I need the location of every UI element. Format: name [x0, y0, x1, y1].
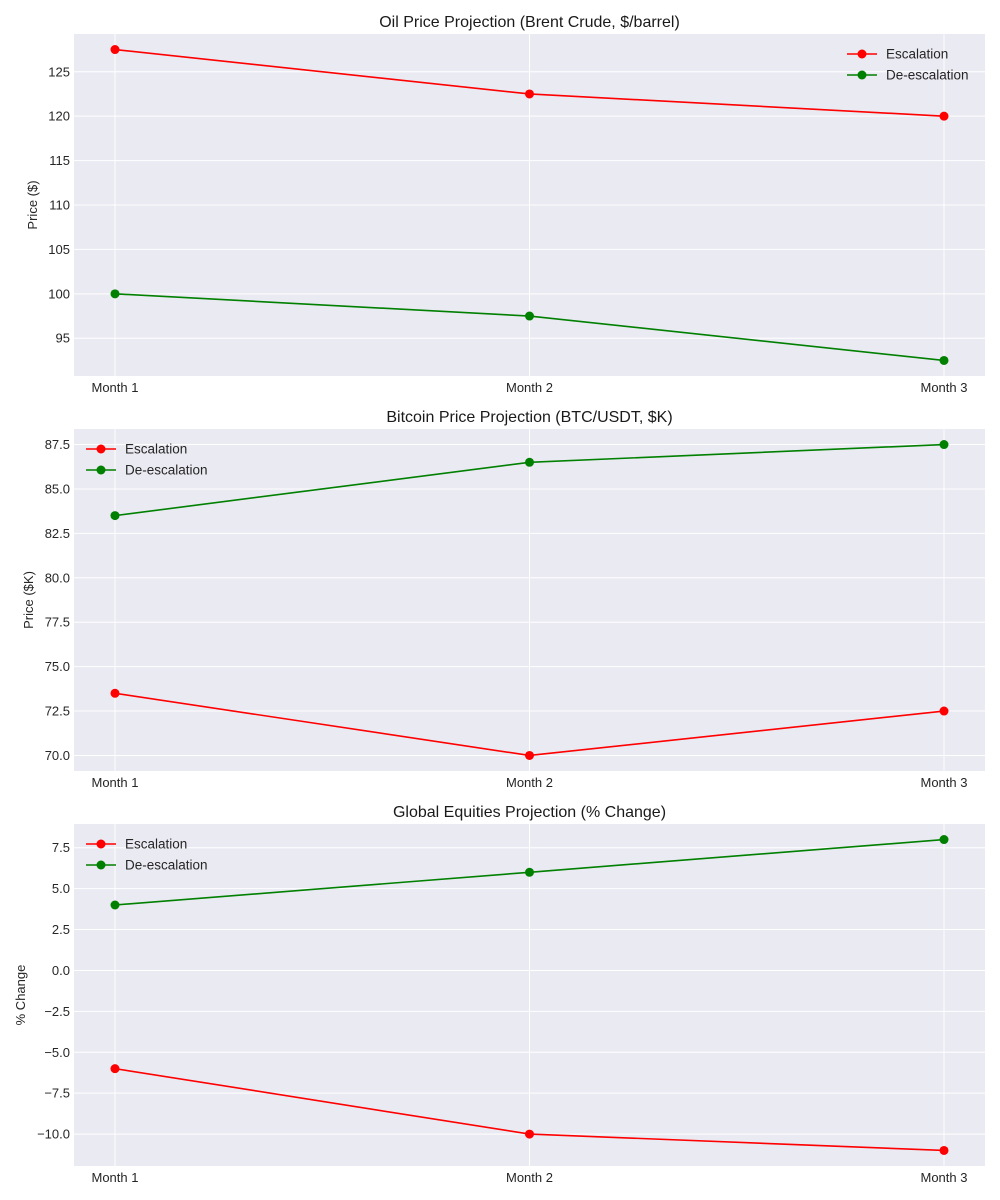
data-point-escalation: [939, 1145, 949, 1155]
chart-title: Bitcoin Price Projection (BTC/USDT, $K): [386, 409, 672, 426]
x-tick-label: Month 1: [92, 775, 139, 790]
data-point-de-escalation: [525, 867, 534, 877]
x-tick-label: Month 3: [921, 1170, 968, 1185]
y-tick-label: 82.5: [45, 526, 70, 541]
data-point-de-escalation: [110, 289, 120, 299]
x-tick-label: Month 2: [506, 775, 553, 790]
legend-marker-escalation: [96, 839, 106, 849]
y-axis-label: % Change: [13, 965, 28, 1026]
data-point-de-escalation: [110, 900, 120, 910]
data-point-escalation: [939, 111, 949, 121]
data-point-escalation: [525, 750, 534, 760]
legend-marker-escalation: [857, 49, 867, 59]
legend-marker-de-escalation: [96, 860, 106, 870]
y-tick-label: 80.0: [45, 570, 70, 585]
y-tick-label: 70.0: [45, 748, 70, 763]
y-tick-label: 120: [48, 109, 70, 124]
y-tick-label: 110: [49, 198, 70, 213]
legend-label: De-escalation: [886, 68, 969, 83]
data-point-de-escalation: [110, 511, 120, 521]
y-tick-label: −2.5: [44, 1004, 70, 1019]
legend-marker-de-escalation: [96, 465, 106, 475]
y-tick-label: 95: [56, 331, 70, 346]
x-tick-label: Month 2: [506, 380, 553, 395]
data-point-de-escalation: [939, 440, 949, 450]
chart-panel-1: Oil Price Projection (Brent Crude, $/bar…: [25, 14, 985, 395]
y-tick-label: 72.5: [45, 704, 70, 719]
y-tick-label: 115: [49, 153, 70, 168]
legend-label: De-escalation: [125, 858, 208, 873]
chart-title: Oil Price Projection (Brent Crude, $/bar…: [379, 14, 680, 31]
x-tick-label: Month 3: [921, 775, 968, 790]
legend: Escalation De-escalation: [847, 47, 969, 83]
y-tick-label: 2.5: [52, 922, 70, 937]
y-tick-label: 0.0: [52, 963, 70, 978]
y-tick-label: 85.0: [45, 481, 70, 496]
x-tick-label: Month 1: [92, 1170, 139, 1185]
chart-panel-2: Bitcoin Price Projection (BTC/USDT, $K) P…: [21, 409, 985, 790]
y-tick-label: 100: [48, 286, 70, 301]
chart-title: Global Equities Projection (% Change): [393, 804, 666, 821]
legend-label: De-escalation: [125, 463, 208, 478]
data-point-de-escalation: [939, 835, 949, 845]
y-tick-label: 5.0: [52, 881, 70, 896]
legend: Escalation De-escalation: [86, 442, 208, 478]
y-tick-label: 77.5: [45, 615, 70, 630]
data-point-de-escalation: [525, 311, 534, 321]
y-tick-label: 87.5: [45, 437, 70, 452]
y-tick-label: 125: [48, 64, 70, 79]
y-axis-label: Price ($K): [21, 571, 36, 629]
x-tick-label: Month 1: [92, 380, 139, 395]
y-axis-label: Price ($): [25, 180, 40, 229]
y-tick-label: −5.0: [44, 1045, 70, 1060]
data-point-escalation: [110, 1064, 120, 1074]
chart-panel-3: Global Equities Projection (% Change) % C…: [13, 804, 985, 1185]
legend-marker-de-escalation: [857, 70, 867, 80]
y-tick-label: 75.0: [45, 659, 70, 674]
y-tick-label: −7.5: [44, 1086, 70, 1101]
data-point-escalation: [110, 688, 120, 698]
y-tick-label: 105: [48, 242, 70, 257]
data-point-escalation: [110, 45, 120, 55]
legend-label: Escalation: [125, 442, 187, 457]
legend-label: Escalation: [125, 837, 187, 852]
legend-marker-escalation: [96, 444, 106, 454]
legend: Escalation De-escalation: [86, 837, 208, 873]
x-tick-label: Month 2: [506, 1170, 553, 1185]
data-point-de-escalation: [525, 457, 534, 467]
data-point-escalation: [525, 89, 534, 99]
legend-label: Escalation: [886, 47, 948, 62]
y-tick-label: 7.5: [52, 840, 70, 855]
y-tick-label: −10.0: [37, 1127, 70, 1142]
x-tick-label: Month 3: [921, 380, 968, 395]
data-point-escalation: [525, 1129, 534, 1139]
data-point-escalation: [939, 706, 949, 716]
data-point-de-escalation: [939, 355, 949, 365]
